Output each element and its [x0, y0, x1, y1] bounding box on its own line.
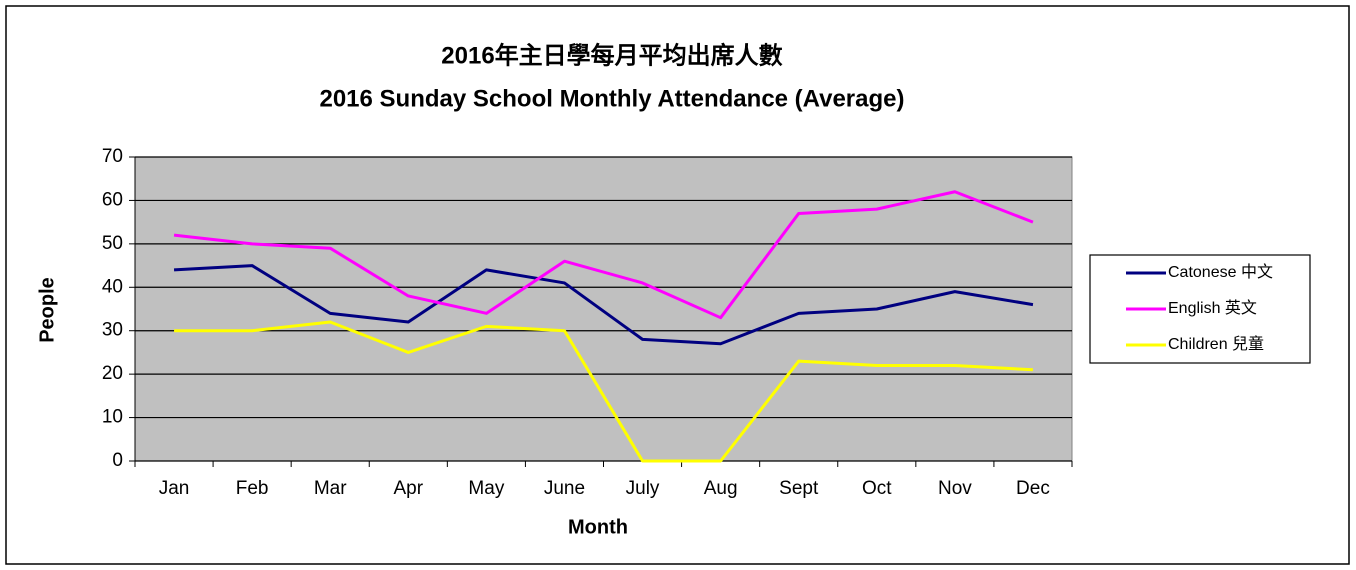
chart-subtitle: 2016 Sunday School Monthly Attendance (A…	[319, 85, 904, 112]
legend-label: Children 兒童	[1168, 334, 1264, 353]
series-line	[174, 320, 1034, 463]
y-tick-label: 0	[112, 450, 123, 471]
plot-area	[134, 156, 1073, 462]
x-tick-label: Aug	[704, 478, 738, 499]
x-tick-label: Mar	[314, 478, 347, 499]
series-line	[173, 190, 1034, 320]
y-axis-title: People	[36, 277, 58, 343]
x-tick-label: Dec	[1016, 478, 1050, 499]
x-tick-label: Sept	[779, 478, 819, 499]
x-tick-label: May	[468, 478, 504, 499]
y-tick-label: 60	[102, 189, 123, 210]
y-tick-label: 40	[102, 276, 123, 297]
x-axis-title: Month	[568, 516, 628, 538]
y-tick-label: 50	[102, 233, 123, 254]
x-tick-label: June	[544, 478, 585, 499]
y-tick-label: 20	[102, 363, 123, 384]
series-line	[173, 264, 1034, 346]
y-tick-label: 30	[102, 320, 123, 341]
x-tick-label: Oct	[862, 478, 892, 499]
chart-title: 2016年主日學每月平均出席人數	[441, 41, 782, 69]
y-tick-label: 70	[102, 146, 123, 167]
x-tick-label: Jan	[159, 478, 190, 499]
legend-label: English 英文	[1168, 299, 1257, 317]
legend-label: Catonese 中文	[1168, 263, 1273, 281]
x-tick-label: Apr	[394, 478, 424, 499]
y-tick-label: 10	[102, 407, 123, 428]
x-tick-label: Nov	[938, 478, 972, 499]
x-tick-label: July	[626, 478, 660, 499]
x-tick-label: Feb	[236, 478, 269, 499]
